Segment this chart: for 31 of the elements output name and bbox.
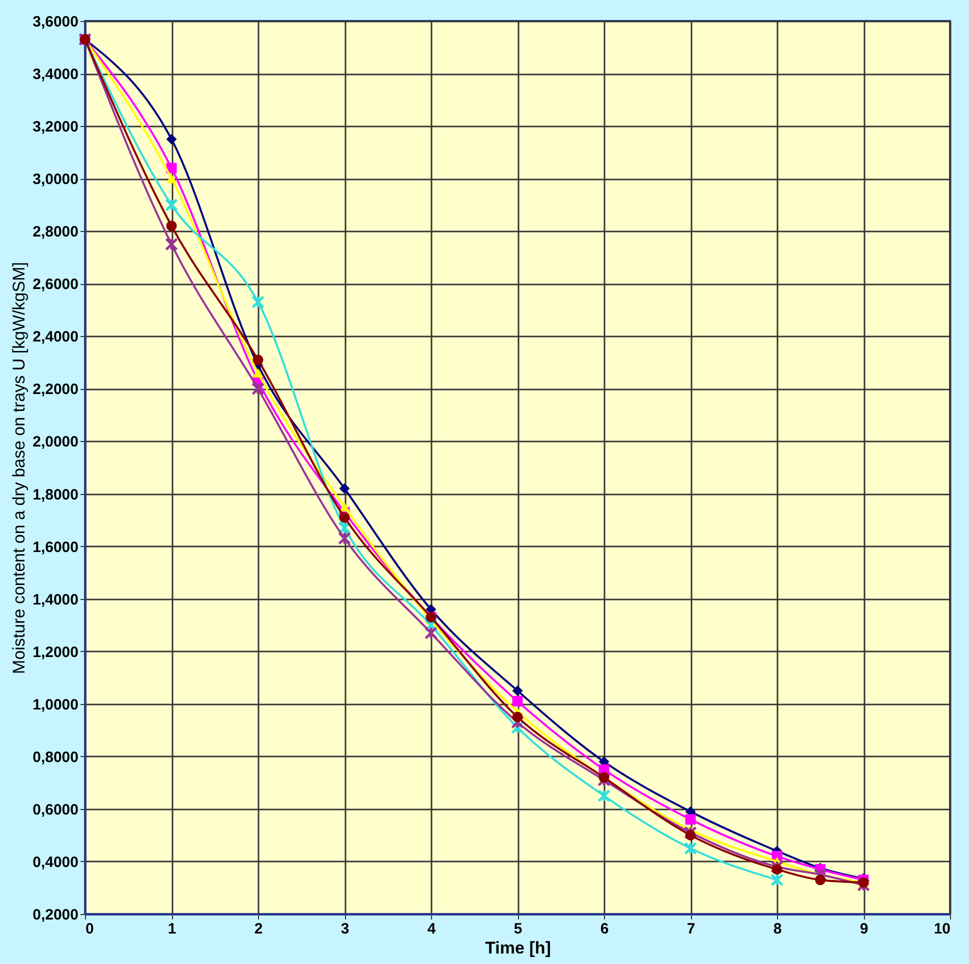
y-tick-label: 0,6000 — [32, 801, 78, 818]
x-axis-title: Time [h] — [485, 938, 551, 958]
x-tick-label: 3 — [340, 920, 350, 938]
y-tick-label: 1,4000 — [32, 591, 78, 608]
y-tick-label: 2,8000 — [32, 224, 78, 241]
y-tick-label: 3,6000 — [32, 14, 78, 30]
y-tick-label: 0,4000 — [32, 854, 78, 871]
y-tick-label: 1,6000 — [32, 538, 78, 556]
y-tick-label: 2,6000 — [32, 276, 78, 294]
x-tick-label: 2 — [254, 920, 263, 938]
x-tick-label: 1 — [168, 920, 176, 938]
x-tick-label: 9 — [860, 920, 868, 938]
y-tick-label: 0,8000 — [32, 748, 78, 766]
x-tick-label: 0 — [86, 920, 94, 938]
y-tick-label: 1,0000 — [32, 696, 78, 714]
x-tick-label: 8 — [773, 920, 782, 938]
x-tick-label: 4 — [427, 920, 436, 938]
y-tick-label: 3,2000 — [32, 118, 78, 136]
y-tick-label: 2,0000 — [32, 434, 78, 451]
x-tick-label: 5 — [514, 920, 522, 938]
x-tick-label: 10 — [934, 920, 950, 938]
y-axis-title: Moisture content on a dry base on trays U [kgW/kgSM] — [10, 262, 29, 674]
y-tick-label: 3,0000 — [32, 171, 78, 188]
y-tick-label: 2,2000 — [32, 381, 78, 398]
y-tick-label: 1,2000 — [32, 644, 78, 661]
y-tick-label: 1,8000 — [32, 486, 78, 504]
x-tick-label: 6 — [600, 920, 609, 938]
y-tick-label: 2,4000 — [32, 328, 78, 346]
x-tick-label: 7 — [686, 920, 696, 938]
y-tick-label: 3,4000 — [32, 66, 78, 84]
y-tick-label: 0,2000 — [32, 906, 78, 924]
